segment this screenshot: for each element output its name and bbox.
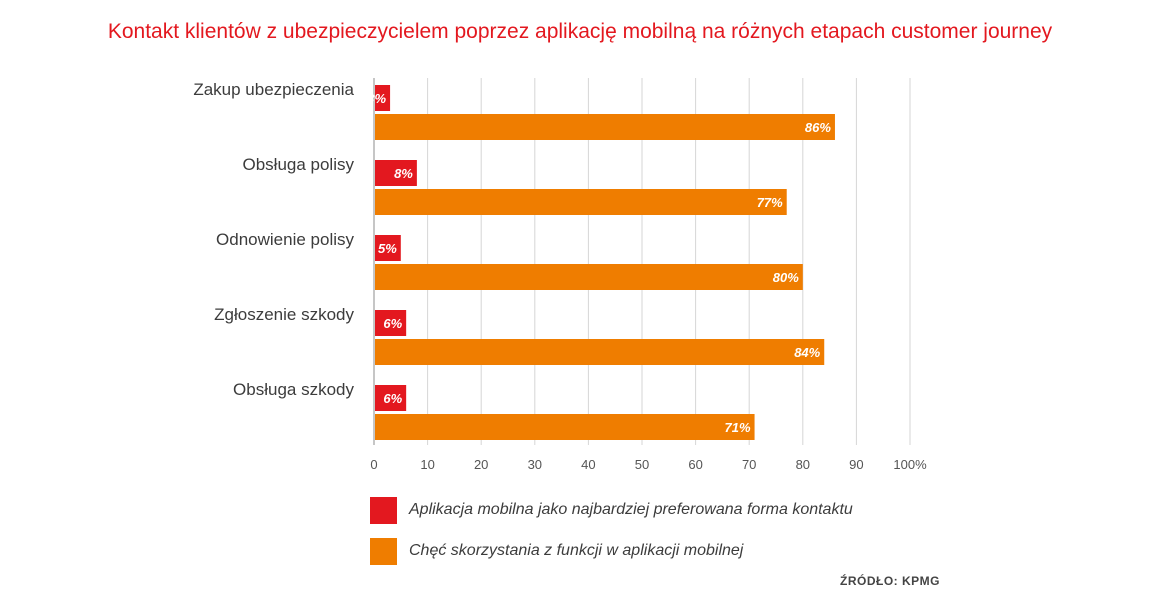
- category-label-obsluga-szkody: Obsługa szkody: [233, 380, 354, 399]
- bar-willingness-zakup-ubezpieczenia: [375, 114, 835, 140]
- bar-value-label: 86%: [805, 120, 831, 135]
- bar-value-label: 71%: [725, 420, 751, 435]
- category-label-zgloszenie-szkody: Zgłoszenie szkody: [214, 305, 354, 324]
- x-tick-label-90: 90: [849, 457, 863, 472]
- category-label-obsluga-polisy: Obsługa polisy: [242, 155, 354, 174]
- category-label-odnowienie-polisy: Odnowienie polisy: [216, 230, 354, 249]
- bar-value-label: 84%: [794, 345, 820, 360]
- x-tick-label-30: 30: [528, 457, 542, 472]
- bar-value-label: 80%: [773, 270, 799, 285]
- legend-swatch-orange: [370, 537, 397, 565]
- x-tick-label-70: 70: [742, 457, 756, 472]
- legend-item-willingness: Chęć skorzystania z funkcji w aplikacji …: [370, 537, 743, 565]
- bar-value-label: 3%: [367, 91, 386, 106]
- x-tick-label-50: 50: [635, 457, 649, 472]
- x-tick-label-20: 20: [474, 457, 488, 472]
- legend-swatch-red: [370, 496, 397, 524]
- bars: 3% 86% 8% 77% 5% 80% 6% 84% 6% 71%: [367, 85, 835, 440]
- category-labels: Zakup ubezpieczenia Obsługa polisy Odnowie…: [193, 80, 354, 399]
- bar-preferred-odnowienie-polisy: [375, 235, 401, 261]
- category-label-zakup-ubezpieczenia: Zakup ubezpieczenia: [193, 80, 354, 99]
- x-tick-label-100: 100%: [893, 457, 927, 472]
- x-tick-label-80: 80: [796, 457, 810, 472]
- source-note: ŹRÓDŁO: KPMG: [840, 574, 940, 588]
- chart-title: Kontakt klientów z ubezpieczycielem popr…: [107, 20, 1053, 43]
- bar-preferred-zakup-ubezpieczenia: [375, 85, 391, 111]
- legend-label-preferred: Aplikacja mobilna jako najbardziej prefe…: [409, 501, 853, 518]
- bar-preferred-zgloszenie-szkody: [375, 310, 407, 336]
- bar-willingness-zgloszenie-szkody: [375, 339, 825, 365]
- legend-item-preferred: Aplikacja mobilna jako najbardziej prefe…: [370, 496, 853, 524]
- bar-preferred-obsluga-polisy: [375, 160, 417, 186]
- bar-willingness-odnowienie-polisy: [375, 264, 803, 290]
- x-axis-tick-labels: 0 10 20 30 40 50 60 70 80 90 100%: [370, 457, 927, 472]
- x-tick-label-10: 10: [420, 457, 434, 472]
- bar-value-label: 6%: [383, 391, 402, 406]
- x-tick-label-40: 40: [581, 457, 595, 472]
- bar-preferred-obsluga-szkody: [375, 385, 407, 411]
- x-tick-label-60: 60: [688, 457, 702, 472]
- bar-value-label: 77%: [757, 195, 783, 210]
- bar-value-label: 6%: [383, 316, 402, 331]
- bar-value-label: 8%: [394, 166, 413, 181]
- x-tick-label-0: 0: [370, 457, 377, 472]
- bar-value-label: 5%: [378, 241, 397, 256]
- bar-willingness-obsluga-polisy: [375, 189, 787, 215]
- legend-label-willingness: Chęć skorzystania z funkcji w aplikacji …: [409, 542, 744, 559]
- bar-willingness-obsluga-szkody: [375, 414, 755, 440]
